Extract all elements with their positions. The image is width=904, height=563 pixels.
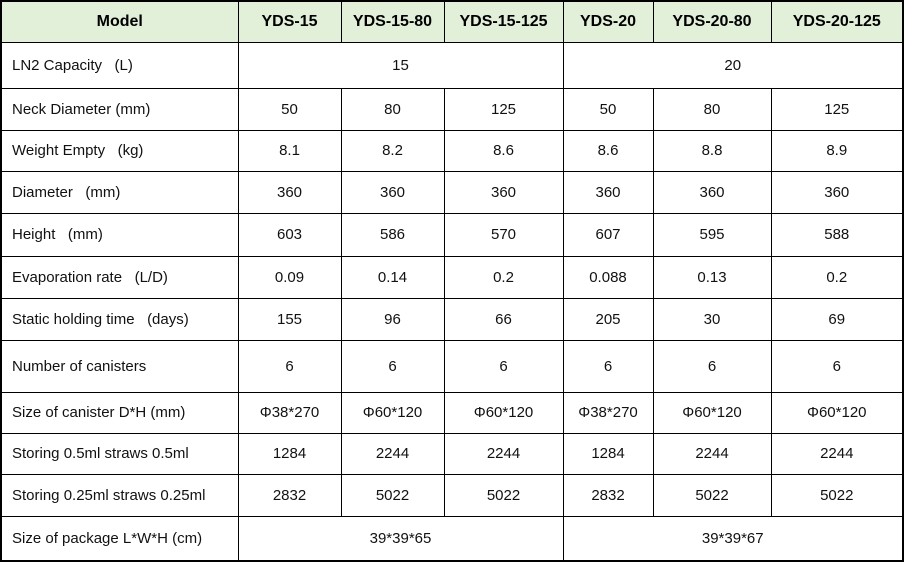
- cell-value: 1284: [237, 432, 342, 475]
- cell-value: 5022: [770, 473, 904, 517]
- cell-value: 50: [237, 87, 342, 131]
- header-col-yds15: YDS-15: [237, 0, 342, 43]
- cell-value: 2244: [652, 432, 772, 475]
- cell-value: Φ60*120: [340, 391, 445, 434]
- cell-value: 8.9: [770, 129, 904, 172]
- cell-value-merged: 20: [562, 41, 904, 89]
- cell-value: 69: [770, 297, 904, 341]
- table-row: Evaporation rate (L/D) 0.09 0.14 0.2 0.0…: [0, 255, 904, 299]
- row-label: Neck Diameter (mm): [0, 87, 239, 131]
- cell-value: 125: [770, 87, 904, 131]
- row-label: Size of canister D*H (mm): [0, 391, 239, 434]
- cell-value: 8.2: [340, 129, 445, 172]
- cell-value: 66: [443, 297, 564, 341]
- cell-value: 125: [443, 87, 564, 131]
- cell-value: 50: [562, 87, 654, 131]
- cell-value: 0.13: [652, 255, 772, 299]
- cell-value: 5022: [340, 473, 445, 517]
- cell-value: 0.09: [237, 255, 342, 299]
- cell-value: Φ60*120: [770, 391, 904, 434]
- cell-value-merged: 15: [237, 41, 564, 89]
- table-row: LN2 Capacity (L) 15 20: [0, 41, 904, 89]
- cell-value: 2244: [443, 432, 564, 475]
- table-row: Neck Diameter (mm) 50 80 125 50 80 125: [0, 87, 904, 131]
- cell-value: 2244: [770, 432, 904, 475]
- cell-value: 0.2: [770, 255, 904, 299]
- cell-value: Φ60*120: [443, 391, 564, 434]
- row-label: Weight Empty (kg): [0, 129, 239, 172]
- header-col-yds15-80: YDS-15-80: [340, 0, 445, 43]
- cell-value: 0.2: [443, 255, 564, 299]
- header-col-yds20-80: YDS-20-80: [652, 0, 772, 43]
- table-row: Diameter (mm) 360 360 360 360 360 360: [0, 170, 904, 214]
- cell-value: 586: [340, 212, 445, 257]
- row-label: Diameter (mm): [0, 170, 239, 214]
- table-row: Static holding time (days) 155 96 66 205…: [0, 297, 904, 341]
- row-label: Size of package L*W*H (cm): [0, 515, 239, 562]
- cell-value: 595: [652, 212, 772, 257]
- row-label: Evaporation rate (L/D): [0, 255, 239, 299]
- table-row: Number of canisters 6 6 6 6 6 6: [0, 339, 904, 393]
- cell-value: 607: [562, 212, 654, 257]
- cell-value: 2244: [340, 432, 445, 475]
- cell-value: Φ60*120: [652, 391, 772, 434]
- cell-value: 6: [443, 339, 564, 393]
- cell-value: Φ38*270: [237, 391, 342, 434]
- cell-value: 603: [237, 212, 342, 257]
- cell-value-merged: 39*39*65: [237, 515, 564, 562]
- header-col-yds20-125: YDS-20-125: [770, 0, 904, 43]
- cell-value: 6: [652, 339, 772, 393]
- row-label: LN2 Capacity (L): [0, 41, 239, 89]
- cell-value: 360: [443, 170, 564, 214]
- cell-value-merged: 39*39*67: [562, 515, 904, 562]
- table-row: Storing 0.25ml straws 0.25ml 2832 5022 5…: [0, 473, 904, 517]
- cell-value: 6: [340, 339, 445, 393]
- table-row: Size of package L*W*H (cm) 39*39*65 39*3…: [0, 515, 904, 562]
- cell-value: 360: [652, 170, 772, 214]
- cell-value: 0.088: [562, 255, 654, 299]
- cell-value: 96: [340, 297, 445, 341]
- cell-value: 588: [770, 212, 904, 257]
- cell-value: 80: [652, 87, 772, 131]
- cell-value: 80: [340, 87, 445, 131]
- row-label: Height (mm): [0, 212, 239, 257]
- cell-value: 5022: [652, 473, 772, 517]
- row-label: Static holding time (days): [0, 297, 239, 341]
- cell-value: 8.8: [652, 129, 772, 172]
- cell-value: 570: [443, 212, 564, 257]
- cell-value: 360: [770, 170, 904, 214]
- cell-value: 205: [562, 297, 654, 341]
- cell-value: 360: [340, 170, 445, 214]
- table-row: Weight Empty (kg) 8.1 8.2 8.6 8.6 8.8 8.…: [0, 129, 904, 172]
- cell-value: 0.14: [340, 255, 445, 299]
- cell-value: 1284: [562, 432, 654, 475]
- header-col-yds20: YDS-20: [562, 0, 654, 43]
- table-row: Height (mm) 603 586 570 607 595 588: [0, 212, 904, 257]
- cell-value: 155: [237, 297, 342, 341]
- cell-value: 30: [652, 297, 772, 341]
- table-row: Size of canister D*H (mm) Φ38*270 Φ60*12…: [0, 391, 904, 434]
- row-label: Number of canisters: [0, 339, 239, 393]
- cell-value: 360: [237, 170, 342, 214]
- cell-value: 8.1: [237, 129, 342, 172]
- row-label: Storing 0.5ml straws 0.5ml: [0, 432, 239, 475]
- cell-value: 6: [770, 339, 904, 393]
- cell-value: 8.6: [443, 129, 564, 172]
- header-col-yds15-125: YDS-15-125: [443, 0, 564, 43]
- cell-value: 2832: [237, 473, 342, 517]
- cell-value: 6: [237, 339, 342, 393]
- table-header-row: Model YDS-15 YDS-15-80 YDS-15-125 YDS-20…: [0, 0, 904, 43]
- table-row: Storing 0.5ml straws 0.5ml 1284 2244 224…: [0, 432, 904, 475]
- cell-value: 5022: [443, 473, 564, 517]
- header-model: Model: [0, 0, 239, 43]
- cell-value: 8.6: [562, 129, 654, 172]
- cell-value: 360: [562, 170, 654, 214]
- row-label: Storing 0.25ml straws 0.25ml: [0, 473, 239, 517]
- cell-value: 2832: [562, 473, 654, 517]
- cell-value: Φ38*270: [562, 391, 654, 434]
- cell-value: 6: [562, 339, 654, 393]
